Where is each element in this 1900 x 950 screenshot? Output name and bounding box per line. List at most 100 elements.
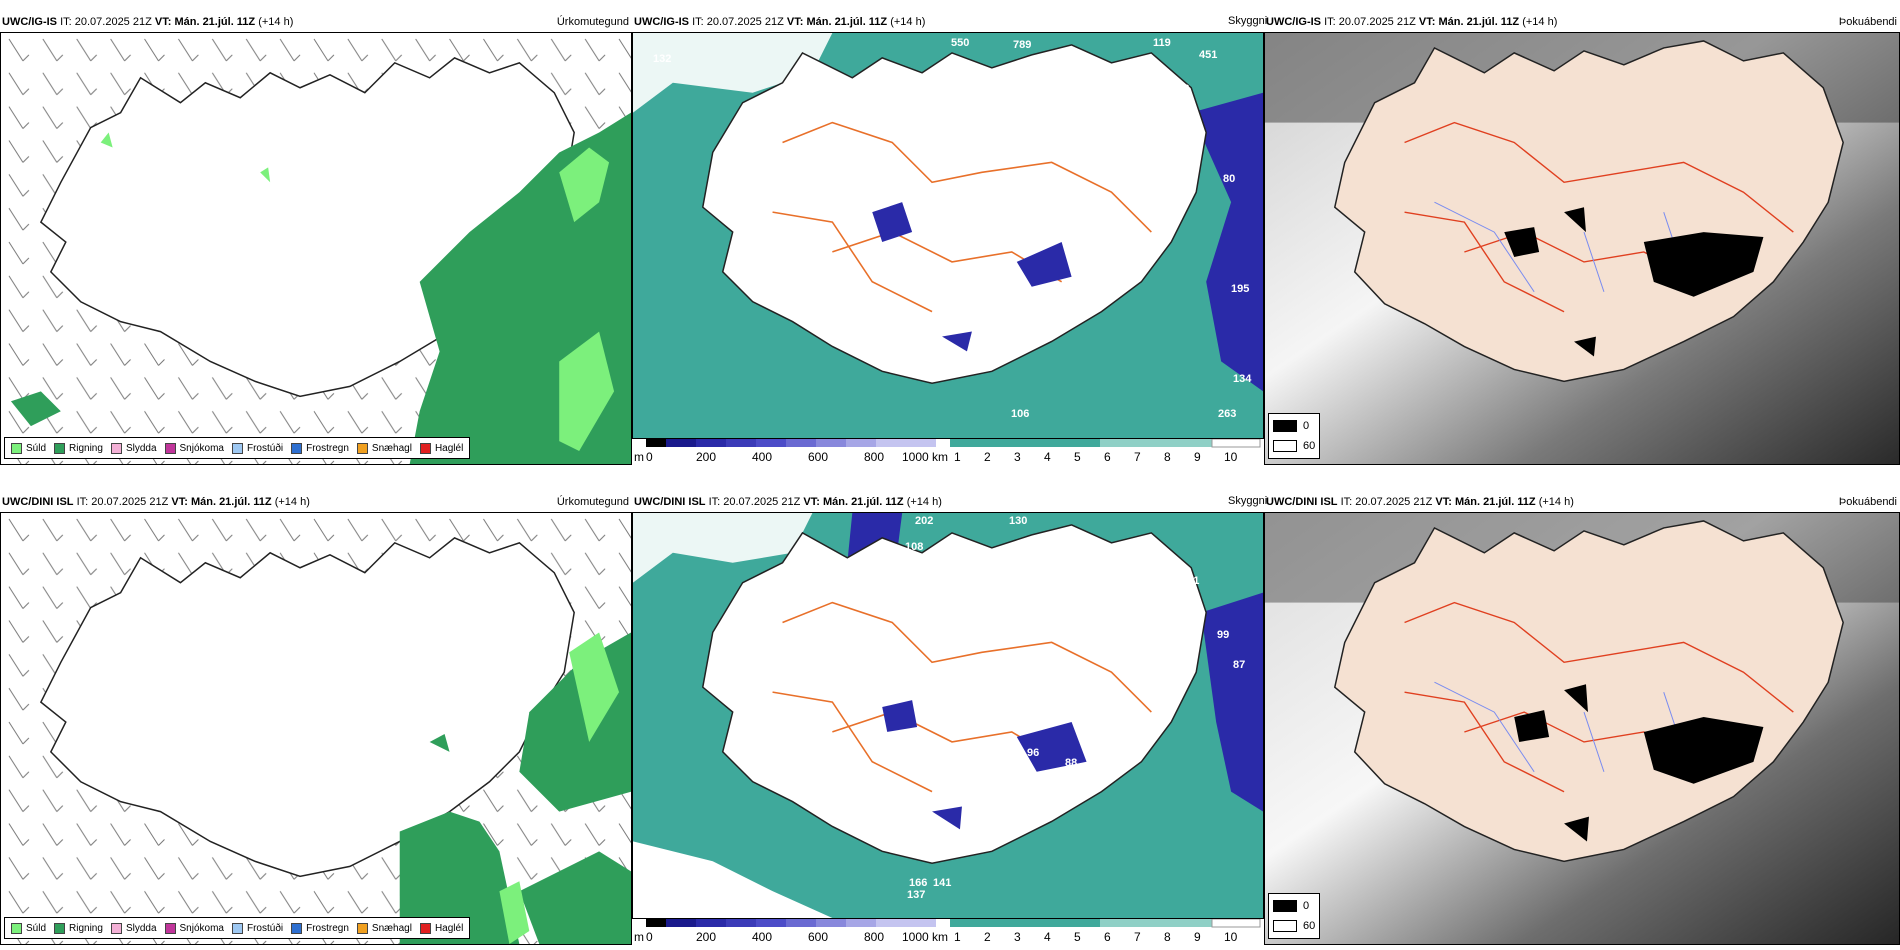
coastline xyxy=(39,537,575,878)
svg-text:m: m xyxy=(634,450,644,464)
visibility-label: 166 xyxy=(909,877,928,889)
visibility-label: 92 xyxy=(1061,295,1074,307)
visibility-label: 97 xyxy=(1073,279,1086,291)
visibility-label: 189 xyxy=(1133,69,1152,81)
visibility-label: 109 xyxy=(895,555,914,567)
legend-item: Snæhagl xyxy=(356,442,412,454)
vis-tick: 6 xyxy=(1104,450,1111,464)
precip-type-legend: Súld Rigning Slydda Snjókoma Frostúði Fr… xyxy=(4,917,471,939)
visibility-label: 119 xyxy=(1153,37,1171,49)
fog-panel-row1: UWC/IG-IS IT: 20.07.2025 21Z VT: Mán. 21… xyxy=(1264,12,1900,465)
visibility-label: 141 xyxy=(933,877,952,889)
svg-text:km: km xyxy=(932,450,948,464)
visibility-label: 106 xyxy=(1011,408,1030,420)
ceiling-tick: 0 xyxy=(646,930,653,944)
vis-tick: 9 xyxy=(1194,930,1201,944)
visibility-label: 134 xyxy=(1233,373,1252,385)
panel-type-label: Þokuábendi xyxy=(1838,16,1897,28)
coastline xyxy=(701,524,1207,865)
visibility-label: 451 xyxy=(1199,49,1218,61)
panel-header: UWC/DINI ISL IT: 20.07.2025 21Z VT: Mán.… xyxy=(0,492,632,512)
visibility-label: 391 xyxy=(1181,575,1200,587)
legend-item: Frostúði xyxy=(231,442,283,454)
legend-item: Súld xyxy=(11,442,46,454)
panel-header: UWC/DINI ISL IT: 20.07.2025 21Z VT: Mán.… xyxy=(1264,492,1900,512)
visibility-label: 137 xyxy=(907,889,926,901)
visibility-label: 80 xyxy=(1223,173,1236,185)
visibility-label: 263 xyxy=(1218,408,1237,420)
scale-bars: m 0 200 400 600 800 1000 km 1 2 3 4 5 6 … xyxy=(632,439,1264,465)
ceiling-tick: 1000 xyxy=(902,450,929,464)
ceiling-scale: m 0 200 400 600 800 1000 xyxy=(634,439,936,464)
visibility-label: 202 xyxy=(915,515,934,527)
precip-type-legend: Súld Rigning Slydda Snjókoma Frostúði Fr… xyxy=(4,437,471,459)
visibility-label: 62 xyxy=(1119,265,1132,277)
precip-map xyxy=(0,512,632,945)
panel-header: UWC/DINI ISL IT: 20.07.2025 21Z VT: Mán.… xyxy=(634,496,942,508)
visibility-label: 108 xyxy=(905,541,924,553)
legend-item: Frostregn xyxy=(291,922,349,934)
visibility-label: 65 xyxy=(949,725,962,737)
svg-text:km: km xyxy=(932,930,948,944)
visibility-label: 99 xyxy=(1217,629,1230,641)
legend-item: Frostregn xyxy=(291,442,349,454)
fog-map xyxy=(1264,512,1900,945)
vis-tick: 2 xyxy=(984,450,991,464)
vis-tick: 5 xyxy=(1074,930,1081,944)
visibility-scale: km 1 2 3 4 5 6 7 8 9 10 xyxy=(932,439,1261,464)
visibility-map: 202 130 108 109 92 112 391 99 87 65 96 8… xyxy=(632,512,1264,919)
visibility-label: 195 xyxy=(1231,283,1250,295)
vis-tick: 1 xyxy=(954,450,961,464)
visibility-label: 92 xyxy=(919,561,932,573)
visibility-panel-row2: UWC/DINI ISL IT: 20.07.2025 21Z VT: Mán.… xyxy=(632,492,1264,945)
fog-legend: 0 60 xyxy=(1268,413,1320,459)
fog-legend: 0 60 xyxy=(1268,893,1320,939)
visibility-panel-row1: UWC/IG-IS IT: 20.07.2025 21Z VT: Mán. 21… xyxy=(632,12,1264,465)
coastline xyxy=(701,44,1207,385)
panel-header: UWC/IG-IS IT: 20.07.2025 21Z VT: Mán. 21… xyxy=(634,16,926,28)
coastline xyxy=(1333,520,1844,863)
ceiling-tick: 200 xyxy=(696,930,716,944)
ceiling-tick: 800 xyxy=(864,930,884,944)
vis-tick: 9 xyxy=(1194,450,1201,464)
fog-panel-row2: UWC/DINI ISL IT: 20.07.2025 21Z VT: Mán.… xyxy=(1264,492,1900,945)
panel-type-label: Skyggni xyxy=(1228,15,1268,27)
vis-tick: 10 xyxy=(1224,930,1238,944)
legend-item: Haglél xyxy=(419,922,463,934)
ceiling-tick: 400 xyxy=(752,930,772,944)
legend-item: Rigning xyxy=(54,922,103,934)
vis-tick: 7 xyxy=(1134,930,1141,944)
panel-type-label: Skyggni xyxy=(1228,495,1268,507)
svg-text:m: m xyxy=(634,930,644,944)
vis-tick: 8 xyxy=(1164,450,1171,464)
visibility-label: 175 xyxy=(963,93,982,105)
visibility-label: 396 xyxy=(957,67,976,79)
legend-item: Snæhagl xyxy=(356,922,412,934)
visibility-label: 112 xyxy=(903,577,921,589)
vis-tick: 5 xyxy=(1074,450,1081,464)
ceiling-tick: 200 xyxy=(696,450,716,464)
visibility-label: 87 xyxy=(1233,659,1246,671)
visibility-label: 550 xyxy=(951,37,970,49)
visibility-label: 133 xyxy=(1176,99,1195,111)
vis-tick: 8 xyxy=(1164,930,1171,944)
precip-map xyxy=(0,32,632,465)
panel-header: UWC/IG-IS IT: 20.07.2025 21Z VT: Mán. 21… xyxy=(1264,12,1900,32)
vis-tick: 3 xyxy=(1014,930,1021,944)
panel-type-label: Úrkomutegund xyxy=(556,16,629,28)
visibility-label: 88 xyxy=(1065,757,1078,769)
visibility-label: 64 xyxy=(961,181,974,193)
visibility-label: 789 xyxy=(1013,39,1032,51)
legend-item: Slydda xyxy=(110,922,157,934)
precip-panel-row2: UWC/DINI ISL IT: 20.07.2025 21Z VT: Mán.… xyxy=(0,492,632,945)
visibility-label: 81 xyxy=(873,263,886,275)
legend-item: Haglél xyxy=(419,442,463,454)
vis-tick: 4 xyxy=(1044,450,1051,464)
legend-item: Rigning xyxy=(54,442,103,454)
ceiling-tick: 1000 xyxy=(902,930,929,944)
panel-type-label: Úrkomutegund xyxy=(556,496,629,508)
legend-item: Snjókoma xyxy=(164,922,224,934)
vis-tick: 1 xyxy=(954,930,961,944)
vis-tick: 4 xyxy=(1044,930,1051,944)
ceiling-tick: 600 xyxy=(808,930,828,944)
